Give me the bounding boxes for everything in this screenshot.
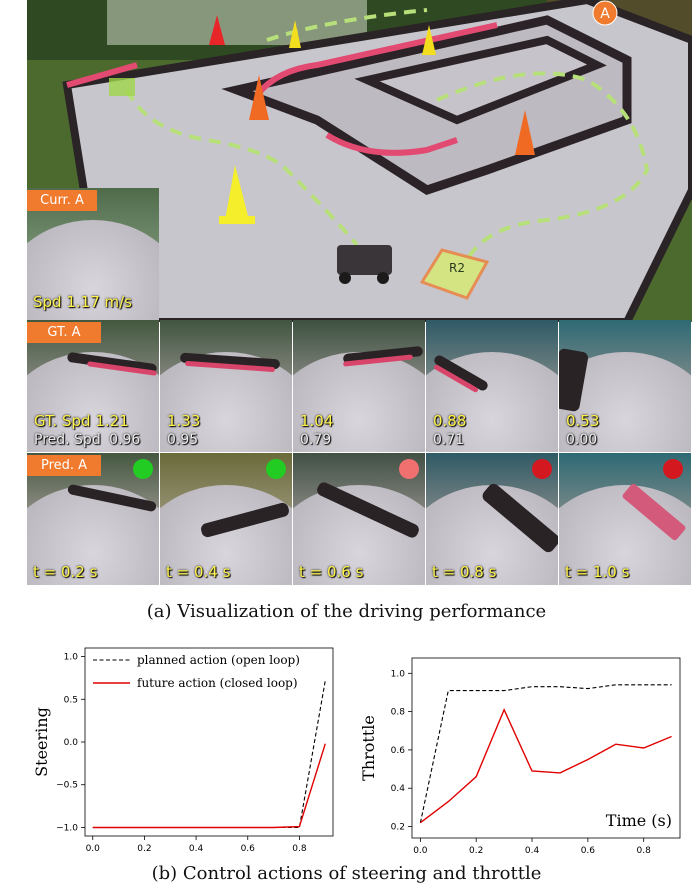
pred-speed-value-1: 0.96 xyxy=(109,432,141,448)
time-label-4: t = 0.8 s xyxy=(432,563,497,581)
y-tick-label: 0.8 xyxy=(391,708,406,718)
y-tick-label: 1.0 xyxy=(64,653,79,663)
x-tick-label: 0.6 xyxy=(581,846,596,856)
gt-frame-4 xyxy=(426,320,558,452)
status-dot-1 xyxy=(133,459,153,479)
current-tag: Curr. A xyxy=(27,190,97,211)
status-dot-2 xyxy=(266,459,286,479)
gt-speed-value-1: 1.21 xyxy=(95,412,129,430)
series-line-2 xyxy=(92,743,326,829)
series-line-1 xyxy=(92,680,326,829)
x-tick-label: 0.2 xyxy=(137,844,151,854)
corner-marker-label: A xyxy=(600,6,610,22)
gt-speed-value-4: 0.88 xyxy=(433,412,467,430)
steering-chart: 0.0 0.2 0.4 0.6 0.8 −1.0 −0.5 0.0 0.5 1.0 Steering… xyxy=(32,647,334,854)
pred-speed-value-2: 0.95 xyxy=(167,432,199,448)
gt-speed-1: GT. Spd 1.21 xyxy=(34,412,129,430)
pred-speed-value-4: 0.71 xyxy=(433,432,465,448)
y-tick-label: 0.4 xyxy=(391,784,406,794)
gt-frame-2 xyxy=(160,320,292,452)
pred-speed-1: Pred. Spd 0.96 xyxy=(34,432,140,448)
gt-frame-5 xyxy=(559,320,691,452)
time-label-3: t = 0.6 s xyxy=(299,563,364,581)
y-tick-label: 0.0 xyxy=(64,738,79,748)
status-dot-4 xyxy=(532,459,552,479)
y-axis-label: Steering xyxy=(32,707,51,777)
x-tick-label: 0.4 xyxy=(525,846,540,856)
x-tick-label: 0.4 xyxy=(189,844,204,854)
pred-speed-value-5: 0.00 xyxy=(566,432,598,448)
x-tick-label: 0.8 xyxy=(637,846,652,856)
legend-label-1: planned action (open loop) xyxy=(137,653,300,667)
pred-row: Pred. A t = 0.2 s t = 0.4 s t = 0.6 s t … xyxy=(27,453,692,586)
status-dot-5 xyxy=(663,459,683,479)
pred-speed-prefix: Pred. Spd xyxy=(34,432,101,448)
throttle-chart: 0.0 0.2 0.4 0.6 0.8 0.2 0.4 0.6 0.8 1.0 Throttle Ti… xyxy=(359,657,681,856)
x-axis-label: Time (s) xyxy=(606,811,672,830)
x-tick-label: 0.0 xyxy=(86,844,101,854)
x-tick-label: 0.2 xyxy=(469,846,483,856)
legend-label-2: future action (closed loop) xyxy=(137,676,298,690)
series-line-2 xyxy=(419,707,672,824)
gt-speed-value-5: 0.53 xyxy=(566,412,600,430)
x-tick-label: 0.8 xyxy=(292,844,307,854)
y-tick-label: 0.2 xyxy=(391,823,405,833)
current-speed-text: Spd 1.17 m/s xyxy=(33,293,132,311)
x-tick-label: 0.6 xyxy=(241,844,256,854)
gt-frame-3 xyxy=(293,320,425,452)
gt-speed-value-2: 1.33 xyxy=(167,412,201,430)
gt-tag: GT. A xyxy=(27,322,101,343)
x-tick-label: 0.0 xyxy=(413,846,428,856)
track-overview-drawing: R2 A xyxy=(27,0,692,322)
series-line-1 xyxy=(419,684,672,823)
y-tick-label: 0.5 xyxy=(64,695,78,705)
gt-row: GT. A GT. Spd 1.21 1.33 1.04 0.88 0.53 P… xyxy=(27,320,692,453)
current-frame: Curr. A Spd 1.17 m/s xyxy=(27,188,159,320)
time-label-2: t = 0.4 s xyxy=(166,563,231,581)
pred-speed-value-3: 0.79 xyxy=(300,432,332,448)
time-label-5: t = 1.0 s xyxy=(565,563,630,581)
pred-frame-2 xyxy=(160,453,292,585)
status-dot-3 xyxy=(399,459,419,479)
y-tick-label: −0.5 xyxy=(56,781,78,791)
gt-speed-prefix: GT. Spd xyxy=(34,412,91,430)
region-marker-label: R2 xyxy=(449,261,465,275)
y-tick-label: −1.0 xyxy=(56,823,78,833)
pred-tag: Pred. A xyxy=(27,455,101,476)
plot-frame xyxy=(411,657,681,839)
y-axis-label: Throttle xyxy=(359,715,378,781)
time-label-1: t = 0.2 s xyxy=(33,563,98,581)
y-tick-label: 1.0 xyxy=(391,669,406,679)
pred-frame-3 xyxy=(293,453,425,585)
caption-b: (b) Control actions of steering and thro… xyxy=(151,863,542,884)
track-overview-image: R2 A xyxy=(27,0,692,322)
caption-a: (a) Visualization of the driving perform… xyxy=(146,601,547,622)
y-tick-label: 0.6 xyxy=(391,746,406,756)
gt-speed-value-3: 1.04 xyxy=(300,412,334,430)
